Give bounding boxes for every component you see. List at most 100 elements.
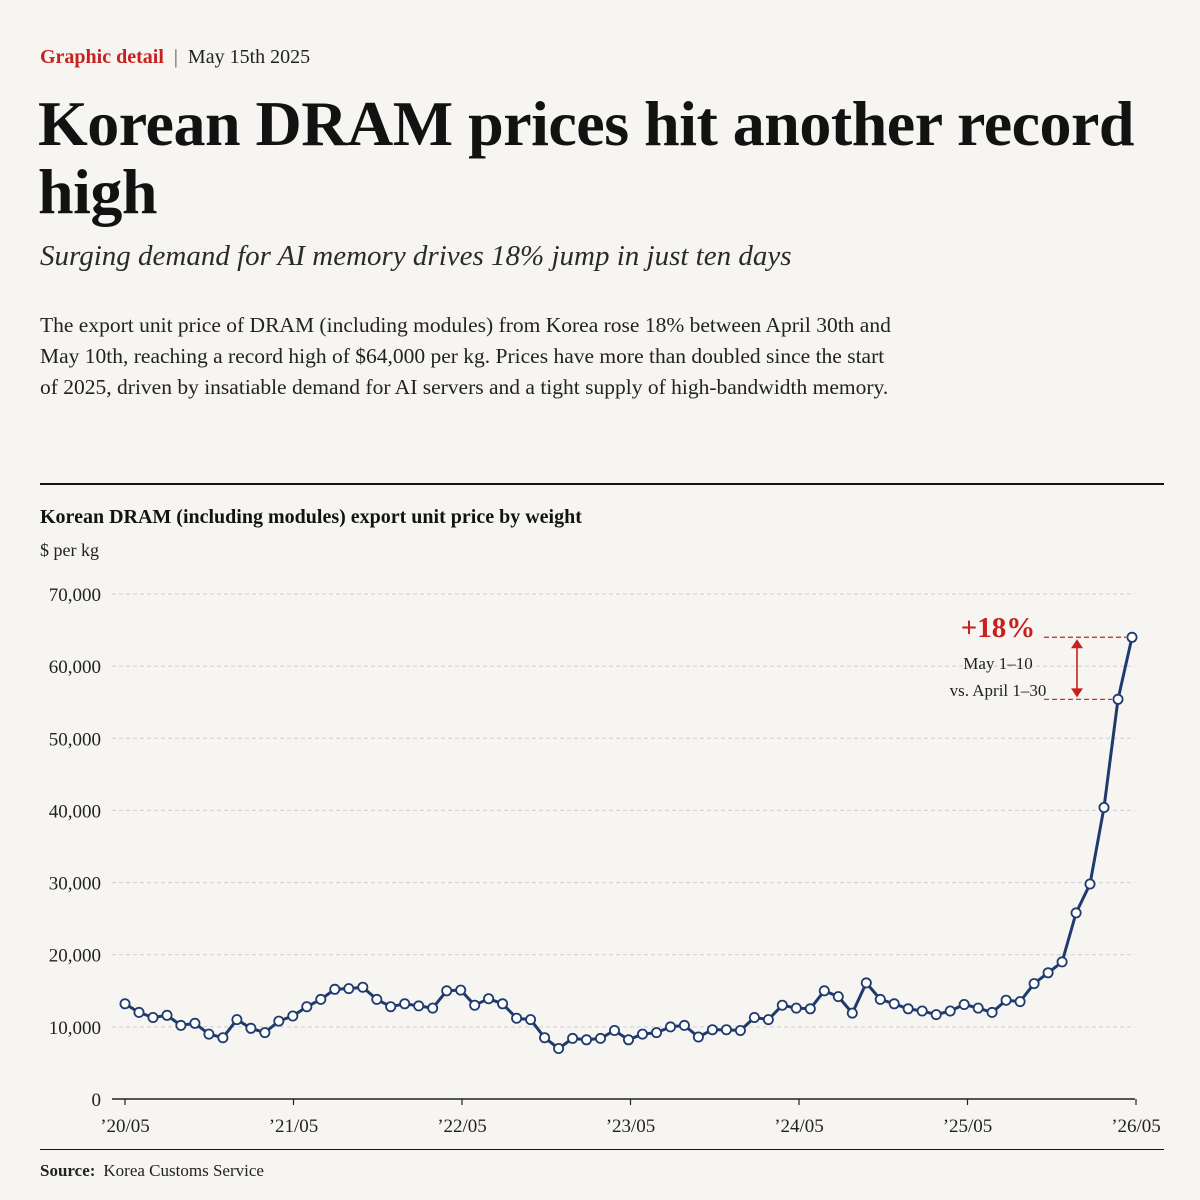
data-point [609, 1025, 621, 1037]
data-point [441, 985, 453, 997]
annotation-line-1: May 1–10 [963, 654, 1032, 673]
data-point [455, 984, 467, 996]
data-point [133, 1006, 145, 1018]
kicker-separator: | [173, 46, 178, 68]
publish-date: May 15th 2025 [187, 46, 311, 68]
data-point [720, 1024, 732, 1036]
data-point [273, 1015, 285, 1027]
headline: Korean DRAM prices hit another record hi… [38, 88, 1135, 227]
y-tick-label: 40,000 [49, 801, 101, 822]
x-tick-label: ’23/05 [606, 1116, 656, 1137]
data-point [1112, 693, 1124, 705]
kicker: Graphic detail | May 15th 2025 [40, 46, 310, 69]
data-point [119, 998, 131, 1010]
data-point [539, 1032, 551, 1044]
x-tick-label: ’21/05 [269, 1116, 319, 1137]
data-point [525, 1014, 537, 1026]
data-point [748, 1012, 760, 1024]
y-tick-label: 0 [92, 1090, 102, 1111]
data-point [665, 1021, 677, 1033]
data-point [637, 1028, 649, 1040]
x-tick-label: ’22/05 [437, 1116, 487, 1137]
data-point [1028, 978, 1040, 990]
data-point [343, 983, 355, 995]
data-point [790, 1002, 802, 1014]
data-point [958, 999, 970, 1011]
intro-paragraph: The export unit price of DRAM (including… [40, 313, 891, 399]
data-point [1000, 994, 1012, 1006]
data-point [818, 985, 830, 997]
data-point [287, 1010, 299, 1022]
data-point [511, 1012, 523, 1024]
data-point [888, 998, 900, 1010]
top-rule [40, 483, 1164, 485]
data-point [1126, 631, 1138, 643]
bottom-rule [40, 1149, 1164, 1150]
data-point [623, 1034, 635, 1046]
line-chart: 0 10,000 20,000 30,000 40,000 50,000 60,000 70,… [49, 585, 1161, 1137]
source-text: Korea Customs Service [103, 1161, 264, 1180]
data-point [1084, 878, 1096, 890]
x-tick-label: ’25/05 [943, 1116, 993, 1137]
data-point [315, 993, 327, 1005]
data-point [1042, 967, 1054, 979]
data-point [651, 1027, 663, 1039]
data-point [469, 999, 481, 1011]
data-point [595, 1032, 607, 1044]
data-point [692, 1031, 704, 1043]
data-point [301, 1001, 313, 1013]
subheadline: Surging demand for AI memory drives 18% … [40, 240, 792, 272]
data-point [581, 1034, 593, 1046]
data-point [874, 993, 886, 1005]
section-label[interactable]: Graphic detail [40, 46, 164, 68]
annotation-line-2: vs. April 1–30 [950, 681, 1047, 700]
data-point [161, 1009, 173, 1021]
data-point [147, 1012, 159, 1024]
data-point [497, 998, 509, 1010]
data-point [1098, 802, 1110, 814]
data-point [846, 1007, 858, 1019]
data-point [329, 983, 341, 995]
source-label: Source: [40, 1161, 96, 1180]
data-point [832, 991, 844, 1003]
data-point [259, 1027, 271, 1039]
data-point [245, 1022, 257, 1034]
data-point [972, 1002, 984, 1014]
data-point [930, 1009, 942, 1021]
data-point [706, 1024, 718, 1036]
data-point [217, 1032, 229, 1044]
data-point [1056, 956, 1068, 968]
data-point [357, 981, 369, 993]
data-point [944, 1005, 956, 1017]
data-point [231, 1014, 243, 1026]
data-point [762, 1014, 774, 1026]
x-tick-label: ’24/05 [774, 1116, 824, 1137]
data-point [1070, 907, 1082, 919]
data-point [916, 1005, 928, 1017]
data-point [1014, 996, 1026, 1008]
y-tick-label: 70,000 [49, 585, 101, 606]
data-point [427, 1002, 439, 1014]
data-point [678, 1019, 690, 1031]
data-point [203, 1028, 215, 1040]
data-point [804, 1003, 816, 1015]
data-point [986, 1006, 998, 1018]
data-point [371, 993, 383, 1005]
y-tick-label: 60,000 [49, 657, 101, 678]
annotation-arrow-head-down [1071, 688, 1083, 698]
data-point [385, 1001, 397, 1013]
data-point [902, 1003, 914, 1015]
data-point [483, 993, 495, 1005]
chart-title: Korean DRAM (including modules) export u… [40, 506, 582, 528]
y-tick-label: 50,000 [49, 729, 101, 750]
data-point [189, 1017, 201, 1029]
data-point [734, 1025, 746, 1037]
data-point [776, 999, 788, 1011]
data-point [175, 1019, 187, 1031]
data-point [860, 977, 872, 989]
data-point [413, 1000, 425, 1012]
annotation-value: +18% [961, 612, 1036, 644]
y-tick-label: 10,000 [49, 1018, 101, 1039]
x-tick-label: ’26/05 [1111, 1116, 1161, 1137]
data-point [399, 998, 411, 1010]
